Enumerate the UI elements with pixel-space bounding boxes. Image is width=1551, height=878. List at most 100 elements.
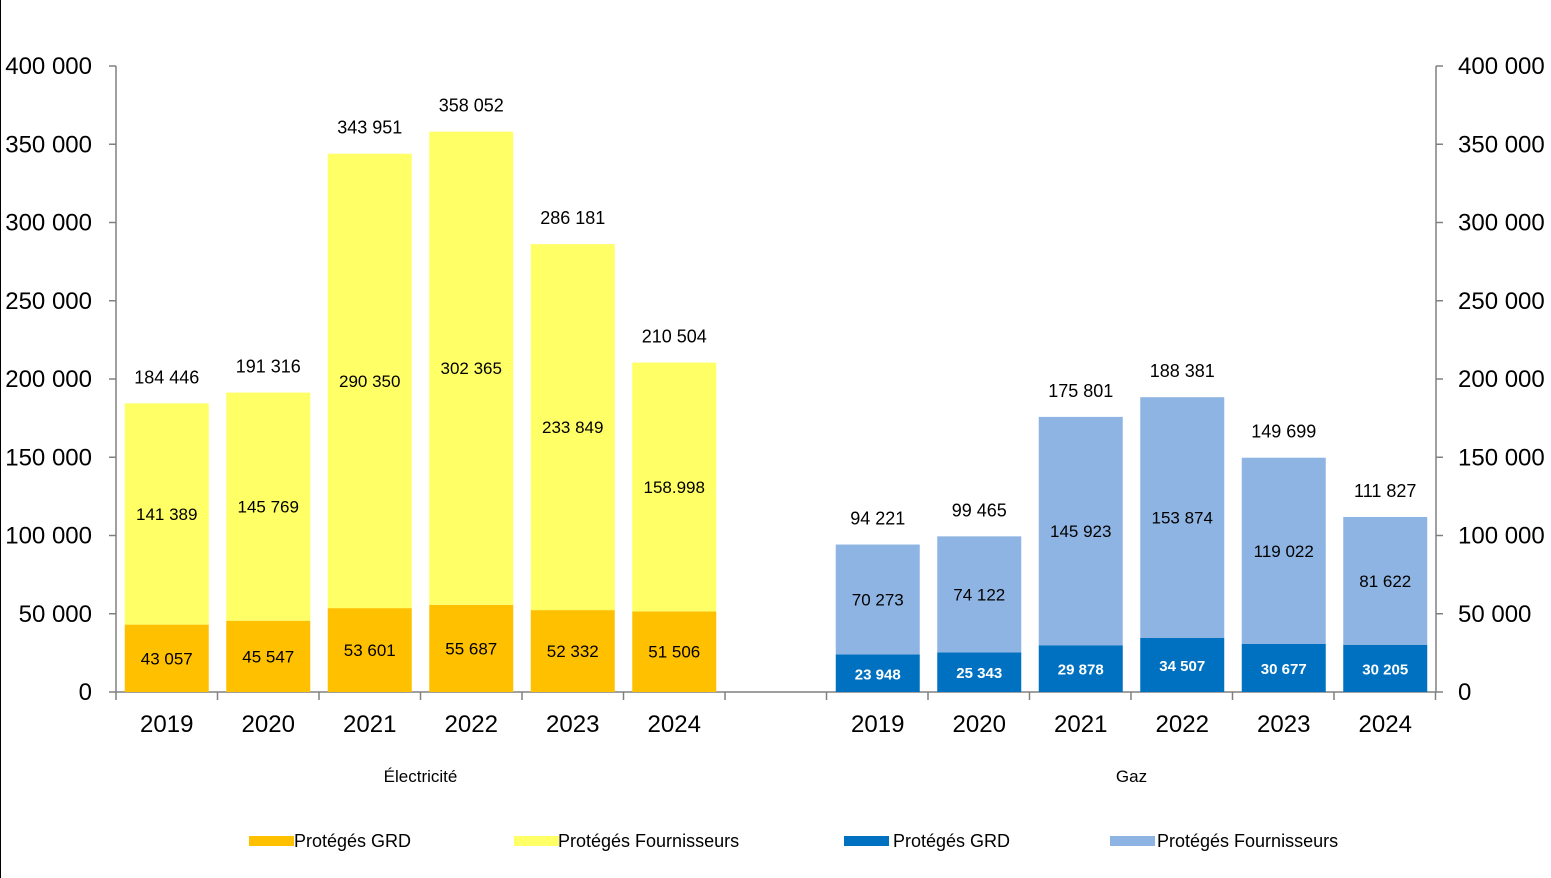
y-tick-label-right: 0 <box>1458 679 1471 706</box>
y-tick-label-right: 200 000 <box>1458 366 1545 393</box>
y-tick-label-left: 100 000 <box>5 523 92 550</box>
bar-electricite-grd-2023 <box>530 610 615 692</box>
segment-value-label: 119 022 <box>1254 542 1314 561</box>
bar-gaz-grd-2021 <box>1038 645 1123 692</box>
segment-value-label: 25 343 <box>956 665 1002 682</box>
legend-swatch <box>844 836 889 846</box>
bar-electricite-fournisseurs-2020 <box>226 392 311 621</box>
segment-value-label: 52 332 <box>547 642 599 661</box>
legend-label: Protégés Fournisseurs <box>1157 831 1338 851</box>
bar-gaz-grd-2020 <box>937 652 1022 692</box>
x-category-label: 2019 <box>140 711 193 738</box>
bar-electricite-fournisseurs-2019 <box>124 403 209 625</box>
y-tick-label-right: 250 000 <box>1458 288 1545 315</box>
legend-label: Protégés Fournisseurs <box>558 831 739 851</box>
total-value-label: 175 801 <box>1048 381 1113 401</box>
legend-swatch <box>1110 836 1155 846</box>
y-tick-label-right: 300 000 <box>1458 210 1545 237</box>
x-category-label: 2023 <box>1257 711 1310 738</box>
total-value-label: 184 446 <box>134 367 199 387</box>
segment-value-label: 34 507 <box>1159 658 1205 675</box>
x-category-label: 2019 <box>851 711 904 738</box>
segment-value-label: 233 849 <box>542 418 603 437</box>
bar-electricite-grd-2022 <box>429 604 514 692</box>
segment-value-label: 29 878 <box>1058 662 1104 679</box>
x-category-label: 2021 <box>1054 711 1107 738</box>
bar-electricite-fournisseurs-2024 <box>632 362 717 612</box>
segment-value-label: 53 601 <box>344 641 396 660</box>
segment-value-label: 153 874 <box>1152 509 1213 528</box>
legend-label: Protégés GRD <box>893 831 1010 851</box>
total-value-label: 94 221 <box>850 509 905 529</box>
legend-label: Protégés GRD <box>294 831 411 851</box>
y-tick-label-left: 200 000 <box>5 366 92 393</box>
y-tick-label-left: 400 000 <box>5 53 92 80</box>
segment-value-label: 145 769 <box>238 498 299 517</box>
bar-gaz-grd-2022 <box>1140 637 1225 692</box>
y-tick-label-right: 150 000 <box>1458 444 1545 471</box>
bar-gaz-fournisseurs-2023 <box>1241 457 1326 644</box>
segment-value-label: 45 547 <box>242 647 294 666</box>
segment-value-label: 43 057 <box>141 649 193 668</box>
bar-electricite-grd-2021 <box>327 608 412 692</box>
total-value-label: 149 699 <box>1251 422 1316 442</box>
segment-value-label: 141 389 <box>136 505 197 524</box>
group-label: Électricité <box>384 767 458 786</box>
y-tick-label-left: 150 000 <box>5 444 92 471</box>
total-value-label: 210 504 <box>642 327 707 347</box>
y-tick-label-left: 250 000 <box>5 288 92 315</box>
bar-electricite-fournisseurs-2022 <box>429 131 514 605</box>
bar-gaz-fournisseurs-2021 <box>1038 416 1123 646</box>
segment-value-label: 290 350 <box>339 372 400 391</box>
y-tick-label-left: 300 000 <box>5 210 92 237</box>
x-category-label: 2020 <box>242 711 295 738</box>
segment-value-label: 81 622 <box>1359 572 1411 591</box>
segment-value-label: 30 677 <box>1261 661 1307 678</box>
bar-gaz-fournisseurs-2022 <box>1140 397 1225 638</box>
bar-electricite-fournisseurs-2023 <box>530 244 615 611</box>
segment-value-label: 145 923 <box>1050 522 1111 541</box>
legend-swatch <box>249 836 294 846</box>
total-value-label: 286 181 <box>540 208 605 228</box>
y-tick-label-left: 0 <box>79 679 92 706</box>
x-category-label: 2021 <box>343 711 396 738</box>
x-category-label: 2022 <box>1156 711 1209 738</box>
segment-value-label: 74 122 <box>953 585 1005 604</box>
y-tick-label-right: 50 000 <box>1458 601 1531 628</box>
bar-electricite-grd-2019 <box>124 624 209 692</box>
group-label: Gaz <box>1116 767 1147 786</box>
total-value-label: 111 827 <box>1354 481 1416 501</box>
x-category-label: 2024 <box>1359 711 1412 738</box>
y-tick-label-left: 350 000 <box>5 131 92 158</box>
x-category-label: 2020 <box>953 711 1006 738</box>
bar-electricite-grd-2020 <box>226 620 311 692</box>
y-tick-label-right: 100 000 <box>1458 523 1545 550</box>
y-tick-label-right: 350 000 <box>1458 131 1545 158</box>
bar-gaz-fournisseurs-2024 <box>1343 516 1428 645</box>
y-tick-label-right: 400 000 <box>1458 53 1545 80</box>
x-category-label: 2022 <box>445 711 498 738</box>
bar-gaz-grd-2023 <box>1241 643 1326 692</box>
total-value-label: 188 381 <box>1150 361 1215 381</box>
bar-electricite-grd-2024 <box>632 611 717 692</box>
total-value-label: 358 052 <box>439 96 504 116</box>
segment-value-label: 158.998 <box>644 478 705 497</box>
x-category-label: 2024 <box>648 711 701 738</box>
segment-value-label: 302 365 <box>441 359 502 378</box>
total-value-label: 343 951 <box>337 118 402 138</box>
bar-gaz-fournisseurs-2020 <box>937 536 1022 653</box>
segment-value-label: 55 687 <box>445 639 497 658</box>
segment-value-label: 23 948 <box>855 666 901 683</box>
bar-gaz-grd-2024 <box>1343 644 1428 692</box>
bar-gaz-fournisseurs-2019 <box>835 544 920 655</box>
total-value-label: 191 316 <box>236 357 301 377</box>
total-value-label: 99 465 <box>952 500 1007 520</box>
x-category-label: 2023 <box>546 711 599 738</box>
segment-value-label: 70 273 <box>852 591 904 610</box>
segment-value-label: 51 506 <box>648 643 700 662</box>
y-tick-label-left: 50 000 <box>19 601 92 628</box>
bar-electricite-fournisseurs-2021 <box>327 153 412 609</box>
bar-gaz-grd-2019 <box>835 654 920 692</box>
legend-swatch <box>514 836 559 846</box>
